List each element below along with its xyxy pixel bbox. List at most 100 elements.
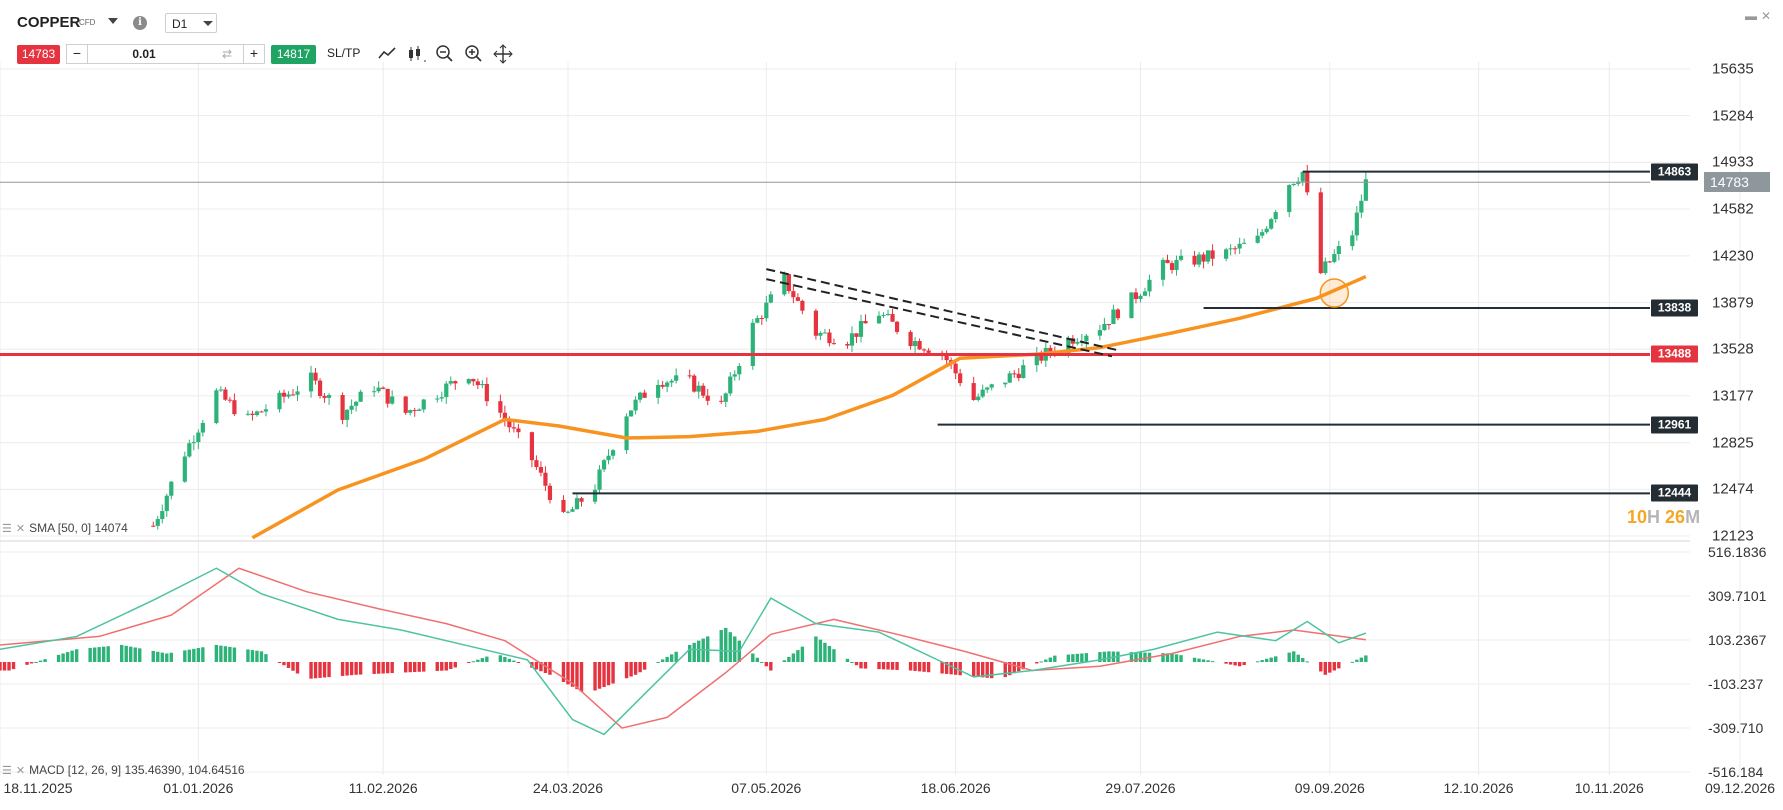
macd-histogram-bar bbox=[1224, 661, 1228, 664]
candle-body bbox=[908, 331, 913, 347]
candle-body bbox=[1332, 254, 1337, 262]
macd-histogram-bar bbox=[1260, 660, 1264, 662]
macd-histogram-bar bbox=[264, 654, 268, 662]
candle-body bbox=[890, 314, 895, 322]
macd-histogram-bar bbox=[570, 661, 575, 687]
sma-legend[interactable]: ☰ ✕ SMA [50, 0] 14074 bbox=[2, 521, 128, 535]
date-tick-label: 24.03.2026 bbox=[532, 780, 604, 796]
candle-body bbox=[1300, 171, 1305, 182]
candle-body bbox=[421, 399, 426, 410]
menu-icon[interactable]: ☰ bbox=[2, 765, 12, 777]
macd-histogram-bar bbox=[1237, 661, 1242, 667]
info-icon[interactable]: i bbox=[133, 16, 147, 30]
candle-body bbox=[1178, 255, 1184, 260]
candle-body bbox=[669, 380, 674, 383]
price-tick-label: 14933 bbox=[1712, 153, 1754, 171]
candle-body bbox=[579, 498, 584, 502]
candle-body bbox=[1012, 373, 1017, 375]
symbol-dropdown-icon[interactable] bbox=[108, 18, 118, 24]
macd-histogram-bar bbox=[512, 660, 516, 662]
macd-histogram-bar bbox=[755, 657, 760, 662]
timeframe-select[interactable]: D1 bbox=[165, 13, 217, 33]
candle-body bbox=[854, 333, 859, 337]
macd-histogram-bar bbox=[1143, 652, 1147, 662]
candle-body bbox=[232, 400, 237, 415]
candle-body bbox=[958, 373, 963, 384]
timeframe-value: D1 bbox=[172, 17, 188, 31]
candle-body bbox=[466, 378, 471, 384]
candle-body bbox=[534, 460, 539, 468]
symbol-name[interactable]: COPPER bbox=[17, 14, 81, 31]
minimize-icon[interactable]: ▬ bbox=[1745, 9, 1757, 23]
candle-body bbox=[800, 300, 805, 311]
chevron-down-icon[interactable] bbox=[203, 21, 213, 26]
macd-histogram-bar bbox=[183, 650, 187, 662]
remove-indicator-icon[interactable]: ✕ bbox=[15, 523, 26, 535]
macd-tick-label: 516.1836 bbox=[1708, 544, 1767, 560]
zoom-in-icon[interactable] bbox=[463, 43, 485, 65]
candle-body bbox=[881, 314, 886, 316]
countdown-minutes-unit: M bbox=[1685, 507, 1701, 527]
macd-histogram-bar bbox=[769, 661, 773, 671]
candle-body bbox=[308, 372, 314, 392]
decrease-quantity-button[interactable]: − bbox=[67, 45, 88, 63]
candle-body bbox=[971, 383, 976, 401]
sell-price-button[interactable]: 14783 bbox=[17, 45, 60, 64]
menu-icon[interactable]: ☰ bbox=[2, 523, 12, 535]
macd-legend[interactable]: ☰ ✕ MACD [12, 26, 9] 135.46390, 104.64516 bbox=[2, 763, 245, 777]
macd-histogram-bar bbox=[165, 653, 169, 662]
macd-histogram-bar bbox=[602, 661, 606, 687]
macd-histogram-bar bbox=[295, 661, 300, 674]
candle-body bbox=[1142, 291, 1148, 296]
macd-tick-label: -516.184 bbox=[1708, 764, 1764, 780]
zoom-out-icon[interactable] bbox=[434, 43, 456, 65]
candle-body bbox=[885, 314, 891, 316]
candle-body bbox=[755, 318, 760, 323]
quantity-input[interactable]: 0.01 bbox=[132, 47, 156, 61]
candle-body bbox=[827, 332, 832, 344]
candles-icon[interactable] bbox=[405, 43, 427, 65]
candle-body bbox=[1003, 382, 1008, 385]
close-icon[interactable]: ✕ bbox=[1761, 9, 1772, 23]
macd-histogram-bar bbox=[129, 646, 133, 662]
candle-body bbox=[1133, 292, 1139, 299]
buy-price-button[interactable]: 14817 bbox=[271, 45, 316, 64]
candle-body bbox=[1138, 295, 1143, 299]
line-chart-icon[interactable] bbox=[376, 43, 398, 65]
macd-histogram-bar bbox=[313, 661, 318, 679]
candle-body bbox=[1237, 243, 1242, 249]
price-tick-label: 14230 bbox=[1712, 247, 1754, 265]
candle-body bbox=[732, 374, 737, 377]
macd-histogram-bar bbox=[201, 647, 205, 662]
macd-histogram-bar bbox=[453, 661, 457, 668]
candle-body bbox=[728, 376, 733, 394]
remove-indicator-icon[interactable]: ✕ bbox=[15, 765, 26, 777]
swap-icon[interactable]: ⇄ bbox=[221, 47, 233, 61]
macd-histogram-bar bbox=[1138, 652, 1143, 662]
macd-histogram-bar bbox=[764, 661, 769, 667]
candle-body bbox=[813, 310, 819, 336]
quantity-stepper: − 0.01 ⇄ + bbox=[66, 44, 265, 64]
macd-histogram-bar bbox=[908, 661, 913, 671]
macd-histogram-bar bbox=[539, 661, 543, 672]
macd-histogram-bar bbox=[246, 649, 250, 662]
macd-histogram-bar bbox=[854, 661, 859, 666]
candle-body bbox=[223, 389, 228, 400]
candle-body bbox=[1264, 228, 1269, 233]
macd-histogram-bar bbox=[642, 661, 647, 670]
macd-histogram-bar bbox=[92, 647, 97, 662]
date-tick-label: 07.05.2026 bbox=[731, 780, 802, 796]
macd-histogram-bar bbox=[422, 661, 426, 672]
sma-line bbox=[251, 274, 1367, 540]
crosshair-move-icon[interactable] bbox=[492, 43, 514, 65]
candle-body bbox=[665, 382, 670, 387]
candle-body bbox=[182, 456, 187, 482]
sltp-button[interactable]: SL/TP bbox=[327, 46, 361, 60]
increase-quantity-button[interactable]: + bbox=[243, 45, 264, 63]
macd-histogram-bar bbox=[1048, 657, 1053, 662]
macd-histogram-bar bbox=[561, 661, 566, 682]
macd-histogram-bar bbox=[751, 653, 755, 662]
candle-countdown: 10H 26M bbox=[1627, 507, 1700, 528]
candles bbox=[151, 164, 1368, 530]
